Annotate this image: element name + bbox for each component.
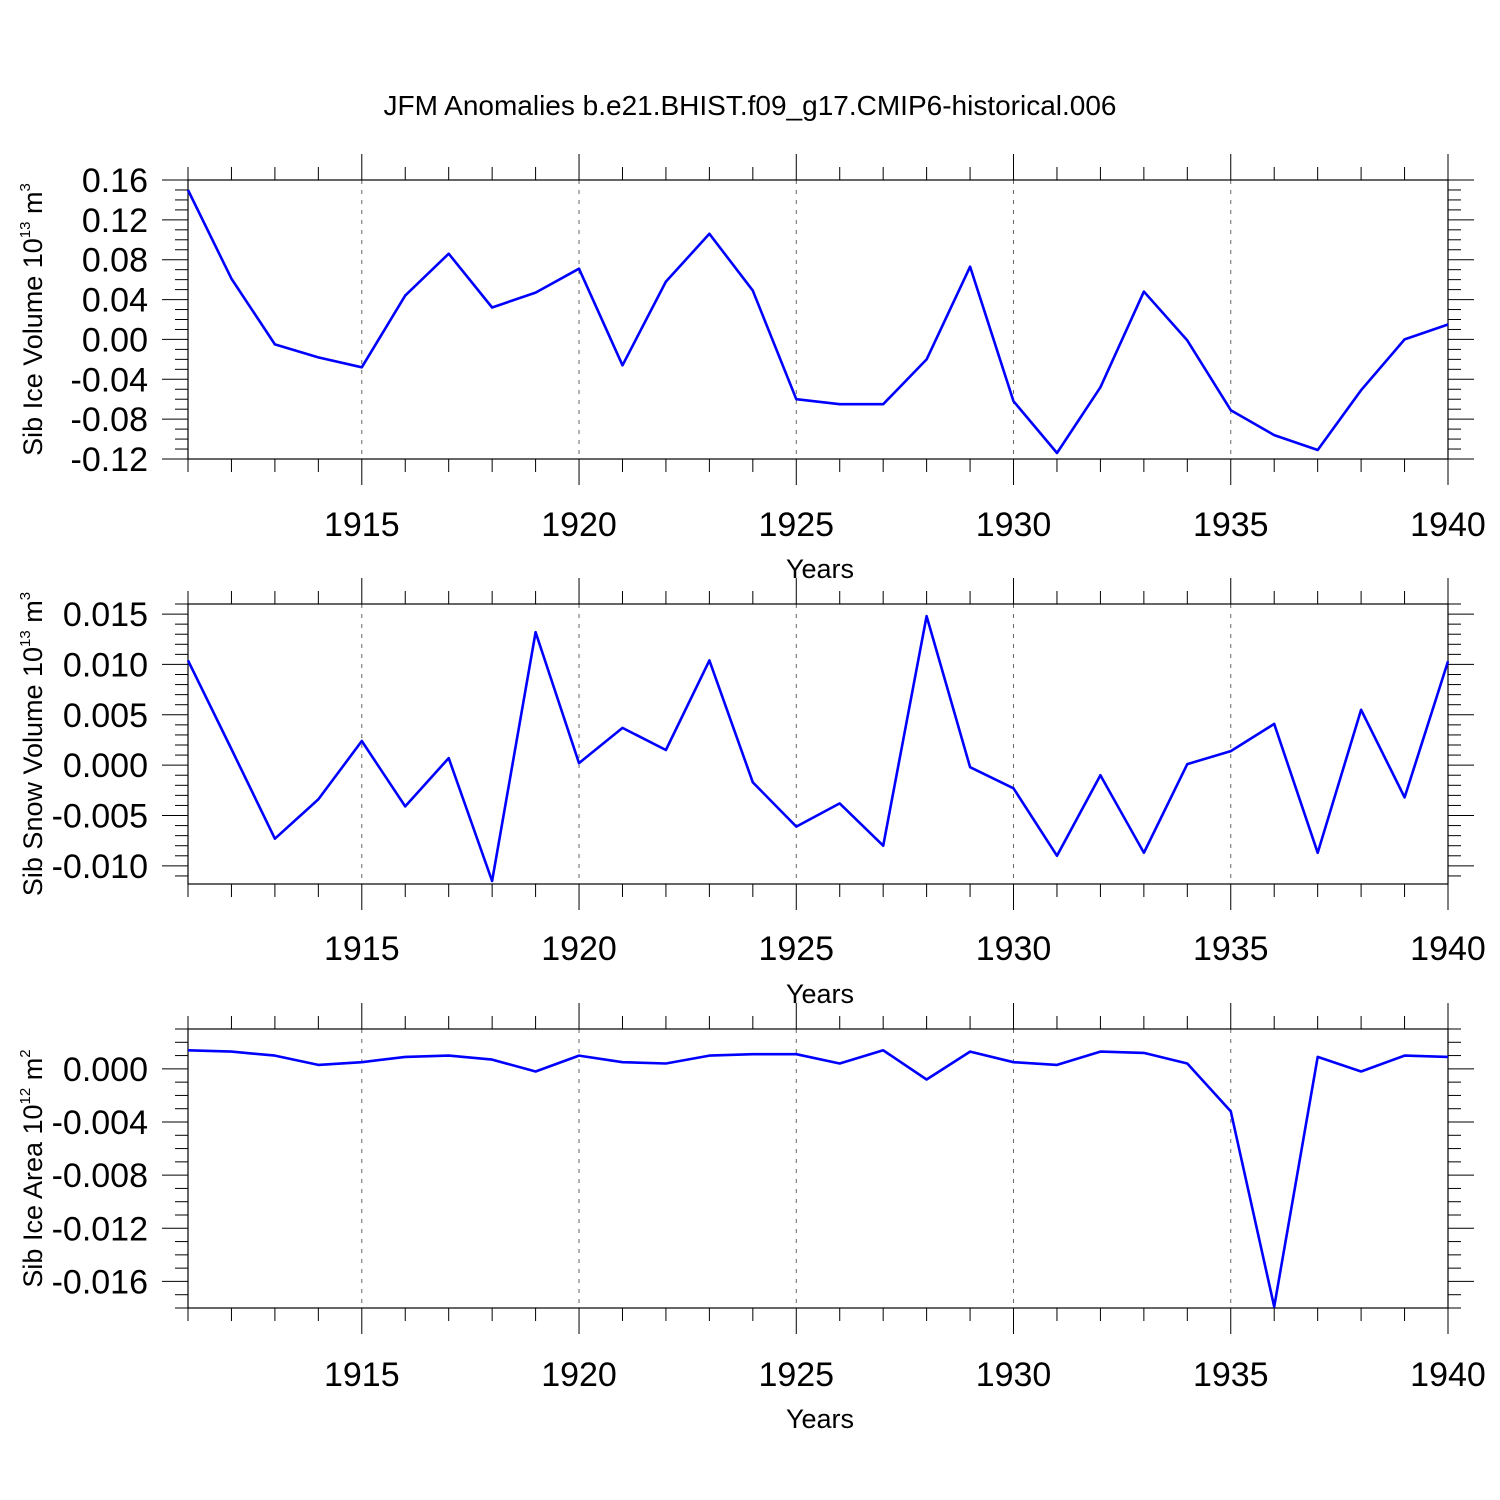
y-tick-label: -0.08 — [71, 401, 149, 439]
y-tick-label: 0.12 — [82, 202, 148, 240]
x-tick-label: 1935 — [1193, 1356, 1269, 1394]
x-tick-label: 1935 — [1193, 930, 1269, 968]
y-tick-label: -0.016 — [52, 1263, 148, 1301]
y-tick-label: 0.000 — [63, 1051, 148, 1089]
plot-frame — [187, 603, 1449, 885]
x-tick-label: 1930 — [976, 930, 1052, 968]
y-tick-label: 0.010 — [63, 646, 148, 684]
x-tick-label: 1940 — [1410, 1356, 1486, 1394]
y-tick-label: 0.04 — [82, 282, 148, 320]
chart-panel-1: -0.12-0.08-0.040.000.040.080.120.16 1915 1… — [17, 154, 1486, 584]
x-tick-label: 1915 — [324, 506, 400, 544]
x-tick-label: 1920 — [541, 1356, 617, 1394]
y-axis-label: Sib Ice Volume 1013 m3 — [17, 183, 48, 456]
plot-frame — [187, 1028, 1449, 1309]
x-tick-label: 1940 — [1410, 506, 1486, 544]
data-series-line — [186, 614, 1450, 883]
x-tick-label: 1930 — [976, 1356, 1052, 1394]
y-axis-label: Sib Ice Area 1012 m2 — [17, 1049, 48, 1287]
x-tick-label: 1925 — [758, 506, 834, 544]
data-series-line — [187, 1049, 1449, 1308]
y-axis-label: Sib Snow Volume 1013 m3 — [17, 592, 48, 896]
x-axis-label: Years — [786, 979, 854, 1009]
y-tick-label: 0.08 — [82, 242, 148, 280]
y-tick-label: -0.004 — [52, 1104, 148, 1142]
x-tick-label: 1920 — [541, 930, 617, 968]
y-tick-label: 0.015 — [63, 596, 148, 634]
x-tick-label: 1920 — [541, 506, 617, 544]
x-axis-label: Years — [786, 1404, 854, 1434]
y-tick-label: 0.005 — [63, 697, 148, 735]
x-tick-label: 1925 — [758, 1356, 834, 1394]
y-tick-label: 0.000 — [63, 747, 148, 785]
x-tick-label: 1935 — [1193, 506, 1269, 544]
y-tick-label: -0.010 — [52, 848, 148, 886]
y-tick-label: -0.04 — [71, 361, 149, 399]
chart-title: JFM Anomalies b.e21.BHIST.f09_g17.CMIP6-… — [383, 90, 1116, 121]
x-tick-label: 1915 — [324, 930, 400, 968]
x-tick-label: 1925 — [758, 930, 834, 968]
x-tick-label: 1930 — [976, 506, 1052, 544]
x-axis-label: Years — [786, 554, 854, 584]
x-tick-label: 1940 — [1410, 930, 1486, 968]
plot-frame — [187, 179, 1449, 460]
chart-panel-3: -0.016 -0.012 -0.008 -0.004 0.000 1915 1920 192… — [17, 1003, 1486, 1434]
y-tick-label: -0.005 — [52, 798, 148, 836]
data-series-line — [186, 189, 1449, 455]
y-tick-label: -0.12 — [71, 441, 149, 479]
y-tick-label: 0.16 — [82, 162, 148, 200]
chart-panel-2: -0.010 -0.005 0.000 0.005 0.010 0.015 1915 1920… — [17, 578, 1486, 1009]
y-tick-label: -0.008 — [52, 1157, 148, 1195]
y-tick-label: 0.00 — [82, 321, 148, 359]
y-tick-label: -0.012 — [52, 1210, 148, 1248]
x-tick-label: 1915 — [324, 1356, 400, 1394]
